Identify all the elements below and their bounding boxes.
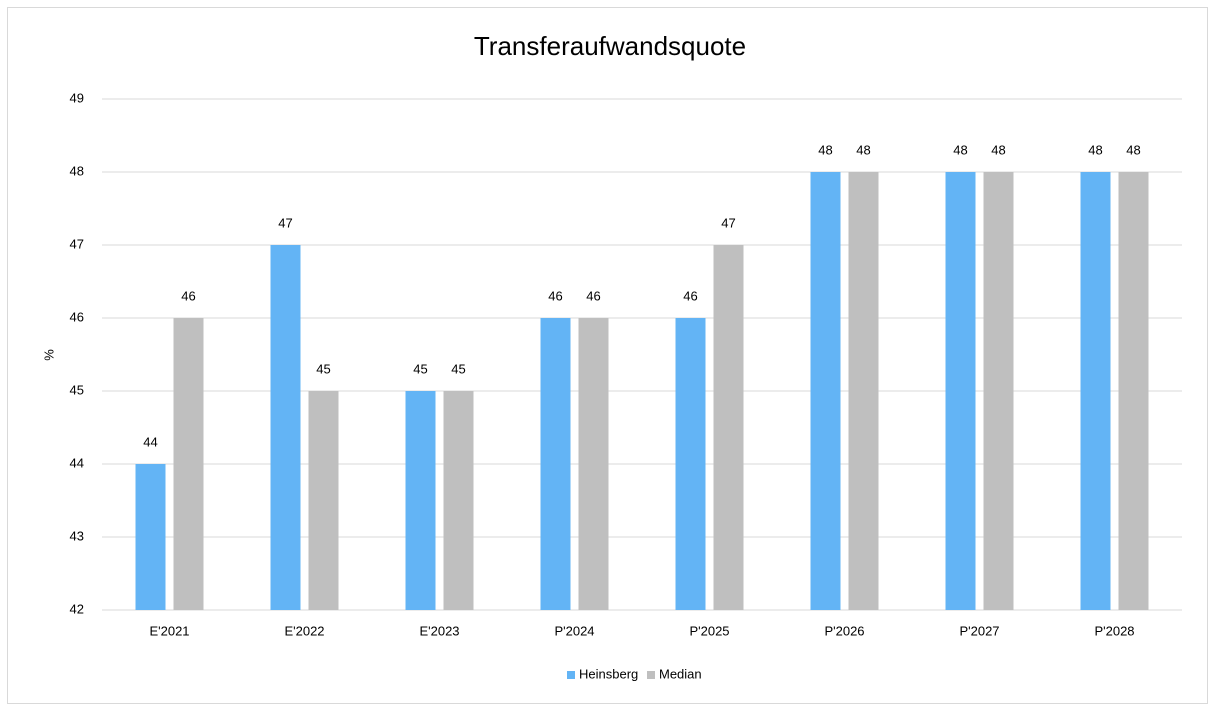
bar (1118, 172, 1149, 610)
legend-swatch (647, 671, 655, 679)
bar (983, 172, 1014, 610)
y-tick-label: 49 (70, 90, 84, 105)
data-label: 48 (818, 142, 832, 157)
data-label: 48 (1126, 142, 1140, 157)
data-label: 45 (413, 361, 427, 376)
bar (675, 318, 706, 610)
data-label: 48 (1088, 142, 1102, 157)
legend-label: Heinsberg (579, 666, 638, 681)
data-label: 47 (721, 215, 735, 230)
x-tick-label: E'2021 (149, 623, 189, 638)
data-label: 46 (181, 288, 195, 303)
bar (578, 318, 609, 610)
data-label: 48 (953, 142, 967, 157)
data-label: 46 (683, 288, 697, 303)
bar (810, 172, 841, 610)
bar (540, 318, 571, 610)
data-label: 47 (278, 215, 292, 230)
data-label: 46 (586, 288, 600, 303)
x-tick-label: P'2027 (959, 623, 999, 638)
data-label: 46 (548, 288, 562, 303)
x-tick-label: P'2024 (554, 623, 594, 638)
bar (173, 318, 204, 610)
legend-swatch (567, 671, 575, 679)
x-tick-label: P'2025 (689, 623, 729, 638)
bar (713, 245, 744, 610)
x-tick-label: P'2028 (1094, 623, 1134, 638)
bar (945, 172, 976, 610)
y-tick-label: 43 (70, 528, 84, 543)
data-label: 45 (451, 361, 465, 376)
bar (848, 172, 879, 610)
x-tick-label: E'2023 (419, 623, 459, 638)
y-tick-label: 44 (70, 455, 84, 470)
chart-title: Transferaufwandsquote (474, 31, 746, 61)
y-tick-label: 48 (70, 163, 84, 178)
y-tick-label: 47 (70, 236, 84, 251)
y-tick-label: 46 (70, 309, 84, 324)
bar (405, 391, 436, 610)
y-tick-label: 45 (70, 382, 84, 397)
bar (135, 464, 166, 610)
bar (270, 245, 301, 610)
bar (308, 391, 339, 610)
x-tick-label: P'2026 (824, 623, 864, 638)
data-label: 45 (316, 361, 330, 376)
data-label: 48 (991, 142, 1005, 157)
bar (443, 391, 474, 610)
legend-label: Median (659, 666, 702, 681)
y-tick-label: 42 (70, 601, 84, 616)
data-label: 48 (856, 142, 870, 157)
x-tick-label: E'2022 (284, 623, 324, 638)
bar (1080, 172, 1111, 610)
y-axis-label: % (41, 349, 56, 361)
data-label: 44 (143, 434, 157, 449)
